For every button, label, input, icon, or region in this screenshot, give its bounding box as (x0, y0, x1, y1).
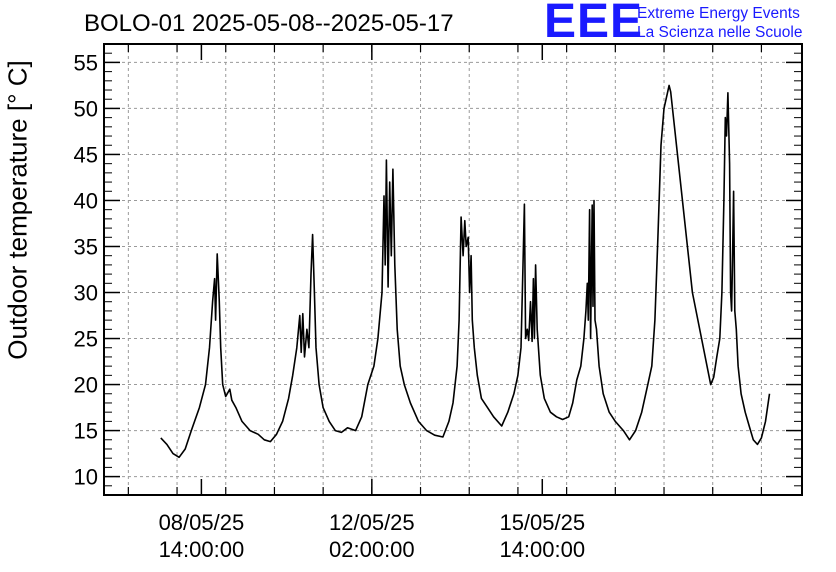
y-tick-label-2: 20 (74, 373, 98, 398)
x-tick-label-time-1: 02:00:00 (329, 537, 415, 562)
y-tick-label-9: 55 (74, 50, 98, 75)
y-tick-labels: 10 15 20 25 30 35 40 45 50 55 (74, 50, 98, 489)
logo-line-2: La Scienza nelle Scuole (637, 24, 803, 41)
gridlines (104, 44, 802, 495)
x-tick-labels: 08/05/2514:00:0012/05/2502:00:0015/05/25… (159, 510, 586, 562)
series-layer (160, 84, 771, 459)
plot-frame (103, 43, 803, 496)
y-tick-label-4: 30 (74, 281, 98, 306)
y-tick-label-7: 45 (74, 142, 98, 167)
axis-ticks (104, 43, 802, 496)
y-tick-label-6: 40 (74, 188, 98, 213)
x-tick-label-date-0: 08/05/25 (159, 510, 245, 535)
eee-logo-text: Extreme Energy Events La Scienza nelle S… (637, 4, 802, 42)
y-tick-label-3: 25 (74, 327, 98, 352)
y-axis-label: Outdoor temperature [° C] (2, 60, 33, 360)
chart-title: BOLO-01 2025-05-08--2025-05-17 (84, 10, 454, 37)
x-tick-label-date-1: 12/05/25 (329, 510, 415, 535)
logo-line-1: Extreme Energy Events (637, 5, 800, 22)
eee-logo-mark: EEE (544, 0, 644, 48)
x-tick-label-date-2: 15/05/25 (499, 510, 585, 535)
x-tick-label-time-2: 14:00:00 (499, 537, 585, 562)
temperature-series-line-0 (160, 84, 771, 459)
y-tick-label-8: 50 (74, 96, 98, 121)
y-tick-label-0: 10 (74, 465, 98, 490)
y-tick-label-5: 35 (74, 234, 98, 259)
y-tick-label-1: 15 (74, 419, 98, 444)
x-tick-label-time-0: 14:00:00 (159, 537, 245, 562)
